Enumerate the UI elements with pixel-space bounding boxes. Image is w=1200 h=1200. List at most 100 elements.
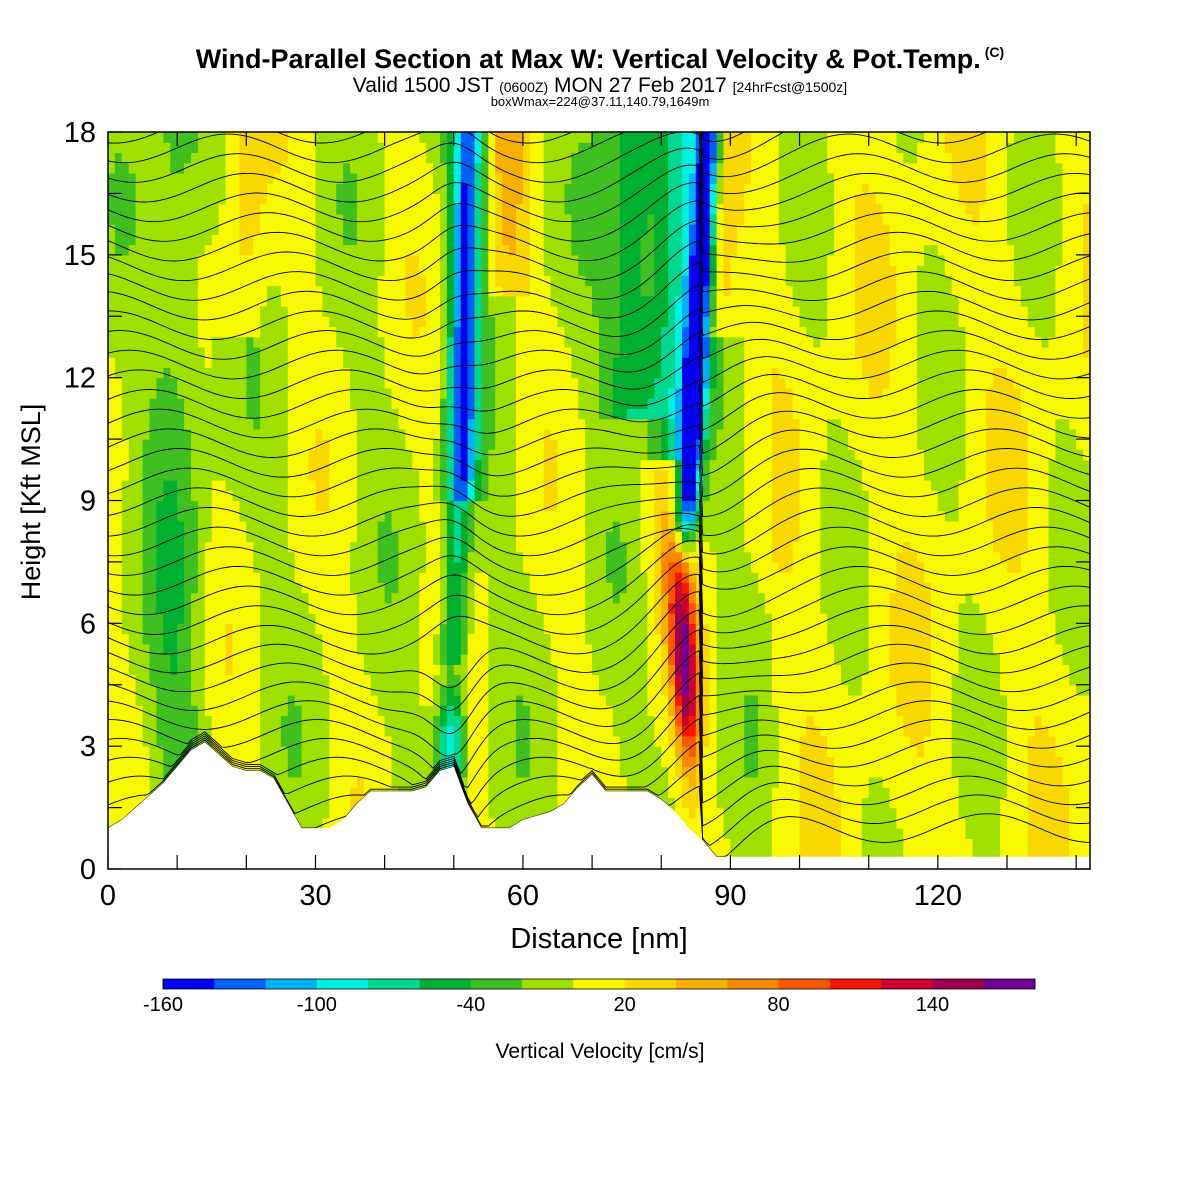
velocity-cell <box>315 520 323 532</box>
velocity-cell <box>294 613 303 624</box>
velocity-cell <box>170 244 178 256</box>
velocity-cell <box>398 357 406 369</box>
velocity-cell <box>398 582 406 594</box>
velocity-cell <box>419 766 427 778</box>
velocity-cell <box>211 265 220 276</box>
velocity-cell <box>426 183 434 195</box>
velocity-cell <box>343 797 351 809</box>
velocity-cell <box>446 469 455 481</box>
velocity-cell <box>287 480 296 491</box>
velocity-cell <box>177 715 185 727</box>
velocity-cell <box>488 807 496 819</box>
velocity-cell <box>405 520 413 532</box>
velocity-cell <box>405 674 413 686</box>
velocity-cell <box>536 766 545 778</box>
velocity-cell <box>142 285 151 297</box>
velocity-cell <box>391 428 400 440</box>
velocity-cell <box>142 459 151 471</box>
velocity-cell <box>315 561 323 573</box>
velocity-cell <box>370 490 379 502</box>
velocity-cell <box>170 439 178 450</box>
velocity-cell <box>529 602 538 614</box>
velocity-cell <box>177 561 185 573</box>
velocity-cell <box>453 725 462 737</box>
velocity-cell <box>343 377 351 389</box>
velocity-cell <box>294 746 303 758</box>
velocity-cell <box>329 776 337 788</box>
velocity-cell <box>578 602 586 614</box>
velocity-cell <box>522 275 531 287</box>
velocity-cell <box>529 418 538 430</box>
velocity-cell <box>439 387 448 399</box>
velocity-cell <box>121 725 130 737</box>
velocity-cell <box>571 705 579 717</box>
velocity-cell <box>287 367 296 379</box>
velocity-cell <box>564 776 572 788</box>
velocity-cell <box>204 592 213 604</box>
velocity-cell <box>170 541 178 553</box>
velocity-cell <box>405 152 413 164</box>
velocity-cell <box>391 623 400 635</box>
velocity-cell <box>260 449 268 461</box>
velocity-cell <box>280 715 289 727</box>
velocity-cell <box>287 234 296 246</box>
velocity-cell <box>280 183 289 195</box>
velocity-cell <box>488 316 496 328</box>
velocity-cell <box>564 520 572 532</box>
velocity-cell <box>467 203 476 215</box>
velocity-cell <box>439 408 448 420</box>
velocity-cell <box>384 572 393 583</box>
velocity-cell <box>433 213 441 225</box>
velocity-cell <box>322 500 330 512</box>
velocity-cell <box>121 377 130 389</box>
velocity-cell <box>280 592 289 604</box>
velocity-cell <box>294 694 303 706</box>
velocity-cell <box>170 500 178 512</box>
velocity-cell <box>467 469 476 481</box>
velocity-cell <box>350 142 358 154</box>
velocity-cell <box>453 336 462 348</box>
velocity-cell <box>509 572 517 583</box>
velocity-cell <box>578 766 586 778</box>
velocity-cell <box>156 203 164 215</box>
velocity-cell <box>433 346 441 358</box>
velocity-cell <box>529 551 538 563</box>
velocity-cell <box>163 449 171 461</box>
velocity-cell <box>571 469 579 481</box>
velocity-cell <box>197 735 206 747</box>
velocity-cell <box>315 490 323 502</box>
velocity-cell <box>273 265 282 276</box>
velocity-cell <box>329 459 337 471</box>
velocity-cell <box>225 224 234 235</box>
velocity-cell <box>522 520 531 532</box>
velocity-cell <box>433 377 441 389</box>
velocity-cell <box>170 428 178 440</box>
velocity-cell <box>114 387 123 399</box>
velocity-cell <box>384 346 393 358</box>
velocity-cell <box>142 725 151 737</box>
velocity-cell <box>474 428 483 440</box>
velocity-cell <box>439 285 448 297</box>
velocity-cell <box>135 408 144 420</box>
velocity-cell <box>267 224 275 235</box>
velocity-cell <box>211 326 220 338</box>
velocity-cell <box>529 572 538 583</box>
velocity-cell <box>128 787 137 798</box>
velocity-cell <box>557 602 566 614</box>
velocity-cell <box>350 746 358 758</box>
velocity-cell <box>329 193 337 205</box>
velocity-cell <box>398 203 406 215</box>
velocity-cell <box>184 346 192 358</box>
velocity-cell <box>336 664 344 676</box>
velocity-cell <box>356 654 365 665</box>
velocity-cell <box>280 756 289 768</box>
velocity-cell <box>301 684 310 696</box>
velocity-cell <box>502 213 510 225</box>
velocity-cell <box>308 142 317 154</box>
velocity-cell <box>336 428 344 440</box>
velocity-cell <box>343 152 351 164</box>
velocity-cell <box>232 377 240 389</box>
velocity-cell <box>336 725 344 737</box>
velocity-cell <box>398 520 406 532</box>
velocity-cell <box>128 746 137 758</box>
